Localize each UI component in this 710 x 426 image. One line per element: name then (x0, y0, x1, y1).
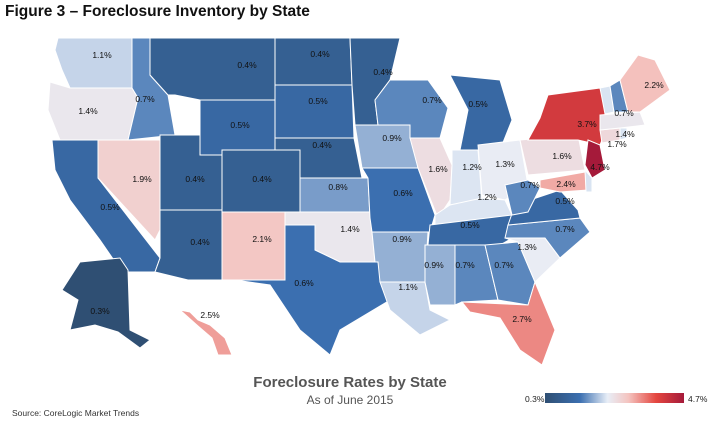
state-label-tx: 0.6% (294, 278, 314, 288)
state-al (454, 244, 499, 306)
state-tx (222, 224, 391, 356)
state-wa (54, 37, 133, 89)
state-label-ar: 0.9% (392, 234, 412, 244)
state-label-ks: 0.8% (328, 182, 348, 192)
state-nj (584, 139, 606, 179)
state-label-az: 0.4% (190, 237, 210, 247)
state-label-hi: 2.5% (200, 310, 220, 320)
state-label-ia: 0.9% (382, 133, 402, 143)
state-label-nc: 0.7% (555, 224, 575, 234)
state-hi (178, 309, 233, 356)
state-ak (61, 257, 151, 349)
legend-subtitle: As of June 2015 (306, 393, 394, 407)
state-label-ca: 0.5% (100, 202, 120, 212)
state-ms (424, 244, 456, 306)
state-label-pa: 1.6% (552, 151, 572, 161)
state-ny (527, 87, 611, 146)
state-label-oh: 1.3% (495, 159, 515, 169)
state-ia (354, 124, 419, 169)
state-sd (274, 84, 355, 139)
state-wv (504, 179, 541, 216)
state-label-fl: 2.7% (512, 314, 532, 324)
state-de (584, 168, 593, 193)
color-scale-max-label: 4.7% (688, 394, 708, 404)
state-label-ms: 0.9% (424, 260, 444, 270)
state-az (154, 209, 223, 281)
state-label-al: 0.7% (455, 260, 475, 270)
state-label-sd: 0.5% (308, 96, 328, 106)
state-label-nj: 4.7% (590, 162, 610, 172)
state-label-or: 1.4% (78, 106, 98, 116)
state-label-ut: 0.4% (185, 174, 205, 184)
state-nd (274, 37, 353, 86)
state-label-co: 0.4% (252, 174, 272, 184)
source-note: Source: CoreLogic Market Trends (12, 408, 140, 418)
state-label-il: 1.6% (428, 164, 448, 174)
state-label-ak: 0.3% (90, 306, 110, 316)
color-scale-bar (545, 393, 684, 403)
state-ri (619, 127, 628, 141)
state-label-tn: 0.5% (460, 220, 480, 230)
state-label-nv: 1.9% (132, 174, 152, 184)
state-label-in: 1.2% (462, 162, 482, 172)
state-label-wv: 0.7% (520, 180, 540, 190)
state-label-ct: 1.7% (607, 139, 627, 149)
state-fl (460, 280, 556, 366)
state-label-nm: 2.1% (252, 234, 272, 244)
state-label-mi: 0.5% (468, 99, 488, 109)
state-label-wi: 0.7% (422, 95, 442, 105)
state-label-me: 2.2% (644, 80, 664, 90)
state-md (539, 171, 589, 193)
color-scale-min-label: 0.3% (525, 394, 545, 404)
state-mi (449, 74, 513, 151)
state-label-id: 0.7% (135, 94, 155, 104)
state-label-wy: 0.5% (230, 120, 250, 130)
state-va (507, 189, 581, 226)
state-label-md: 2.4% (556, 179, 576, 189)
state-label-nh: 0.7% (614, 108, 634, 118)
state-label-ma: 1.4% (615, 129, 635, 139)
state-label-va: 0.5% (555, 196, 575, 206)
state-me (619, 54, 671, 113)
state-label-nd: 0.4% (310, 49, 330, 59)
state-label-mo: 0.6% (393, 188, 413, 198)
state-label-mt: 0.4% (237, 60, 257, 70)
figure-title: Figure 3 – Foreclosure Inventory by Stat… (5, 3, 310, 20)
state-label-ga: 0.7% (494, 260, 514, 270)
state-nm (221, 211, 286, 281)
state-label-ky: 1.2% (477, 192, 497, 202)
state-nv (97, 139, 161, 241)
state-label-ok: 1.4% (340, 224, 360, 234)
state-label-sc: 1.3% (517, 242, 537, 252)
state-label-ny: 3.7% (577, 119, 597, 129)
state-label-mn: 0.4% (373, 67, 393, 77)
legend-title: Foreclosure Rates by State (253, 374, 447, 391)
state-label-ne: 0.4% (312, 140, 332, 150)
state-label-wa: 1.1% (92, 50, 112, 60)
state-label-la: 1.1% (398, 282, 418, 292)
